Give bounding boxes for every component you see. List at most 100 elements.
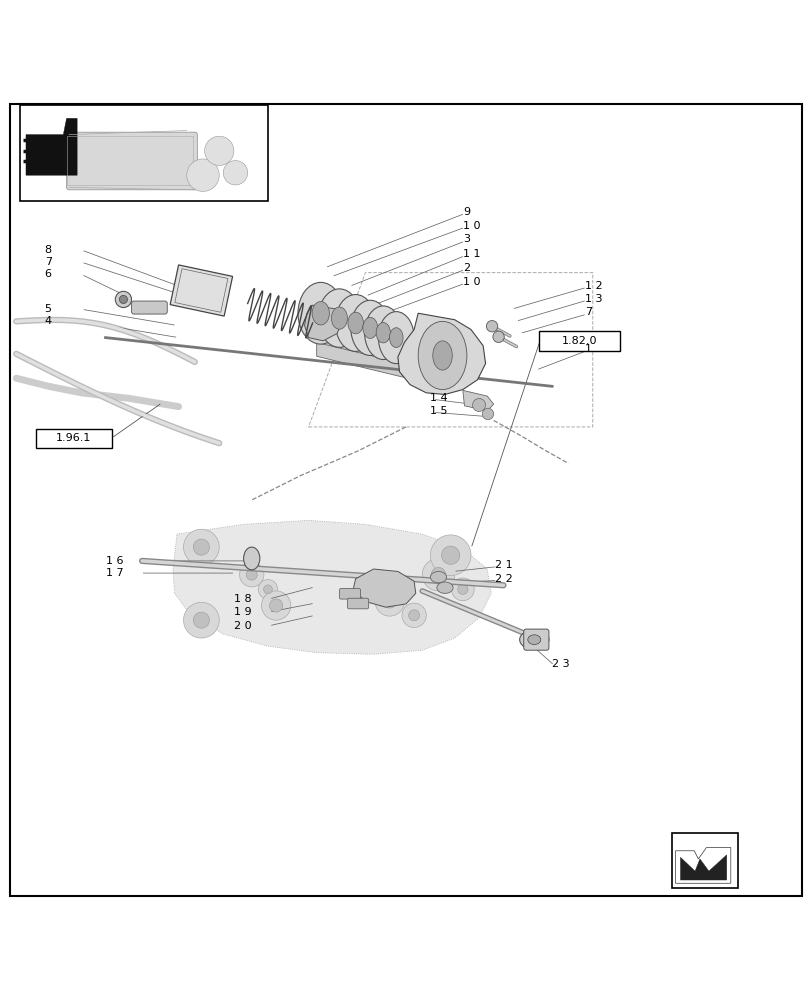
Ellipse shape <box>363 338 393 360</box>
Ellipse shape <box>527 635 540 645</box>
Ellipse shape <box>418 321 466 390</box>
Text: 1 0: 1 0 <box>462 221 480 231</box>
Ellipse shape <box>451 578 474 601</box>
Ellipse shape <box>422 558 454 591</box>
FancyBboxPatch shape <box>523 629 548 650</box>
Ellipse shape <box>431 567 445 582</box>
Text: 1 2: 1 2 <box>584 281 602 291</box>
Ellipse shape <box>383 595 396 608</box>
Ellipse shape <box>376 344 406 364</box>
Bar <box>671 833 737 888</box>
Polygon shape <box>173 520 491 654</box>
Text: 7: 7 <box>45 257 52 267</box>
Text: 1: 1 <box>584 344 591 354</box>
Text: 1 4: 1 4 <box>430 393 448 403</box>
Ellipse shape <box>457 584 467 594</box>
Text: 2 0: 2 0 <box>234 621 251 631</box>
Ellipse shape <box>269 599 282 612</box>
Ellipse shape <box>432 341 452 370</box>
Text: 1 9: 1 9 <box>234 607 251 617</box>
Ellipse shape <box>378 312 414 364</box>
Ellipse shape <box>375 323 390 343</box>
Polygon shape <box>316 342 418 380</box>
Ellipse shape <box>258 580 277 599</box>
Text: 8: 8 <box>45 245 52 255</box>
Text: 2: 2 <box>462 263 470 273</box>
Text: 2 3: 2 3 <box>551 659 569 669</box>
Ellipse shape <box>347 312 363 334</box>
Text: 1 5: 1 5 <box>430 406 448 416</box>
FancyBboxPatch shape <box>539 331 620 351</box>
Text: 1 1: 1 1 <box>462 249 480 259</box>
Ellipse shape <box>239 563 264 587</box>
Ellipse shape <box>246 569 257 580</box>
Ellipse shape <box>472 398 485 411</box>
Ellipse shape <box>193 539 209 555</box>
Ellipse shape <box>347 334 380 355</box>
Text: 1.96.1: 1.96.1 <box>56 433 92 443</box>
Ellipse shape <box>350 300 389 355</box>
Ellipse shape <box>519 630 548 649</box>
Text: 5: 5 <box>45 304 52 314</box>
Ellipse shape <box>261 591 290 620</box>
Ellipse shape <box>119 295 127 303</box>
Ellipse shape <box>436 582 453 593</box>
Ellipse shape <box>298 282 343 344</box>
Text: 1 6: 1 6 <box>105 556 123 566</box>
Polygon shape <box>304 305 342 341</box>
Ellipse shape <box>187 159 219 191</box>
Text: 3: 3 <box>462 234 470 244</box>
Ellipse shape <box>482 408 493 420</box>
Polygon shape <box>170 265 232 316</box>
FancyBboxPatch shape <box>36 429 112 448</box>
Ellipse shape <box>363 317 377 338</box>
Bar <box>67 136 193 185</box>
Ellipse shape <box>375 587 404 616</box>
Polygon shape <box>675 848 730 883</box>
Text: 1 3: 1 3 <box>584 294 602 304</box>
Text: 4: 4 <box>45 316 52 326</box>
Ellipse shape <box>335 295 375 351</box>
Ellipse shape <box>331 307 347 329</box>
Polygon shape <box>353 569 415 607</box>
Polygon shape <box>462 390 493 411</box>
Text: 1.82.0: 1.82.0 <box>561 336 597 346</box>
Ellipse shape <box>223 161 247 185</box>
Ellipse shape <box>183 602 219 638</box>
FancyBboxPatch shape <box>347 598 368 609</box>
Ellipse shape <box>311 302 329 325</box>
Polygon shape <box>26 118 77 175</box>
Ellipse shape <box>183 529 219 565</box>
Bar <box>20 105 268 201</box>
Ellipse shape <box>389 328 402 347</box>
Ellipse shape <box>204 136 234 165</box>
Polygon shape <box>397 313 485 394</box>
Ellipse shape <box>264 585 272 594</box>
Ellipse shape <box>115 291 131 308</box>
Ellipse shape <box>318 289 360 347</box>
Ellipse shape <box>408 610 419 621</box>
Text: 9: 9 <box>462 207 470 217</box>
Ellipse shape <box>430 571 446 583</box>
Text: 1 8: 1 8 <box>234 594 251 604</box>
Text: 6: 6 <box>45 269 52 279</box>
Ellipse shape <box>441 546 459 564</box>
Text: 1 7: 1 7 <box>105 568 123 578</box>
Ellipse shape <box>492 331 504 342</box>
FancyBboxPatch shape <box>339 589 360 599</box>
Text: 2 2: 2 2 <box>495 574 513 584</box>
Ellipse shape <box>330 328 364 351</box>
Ellipse shape <box>486 321 497 332</box>
Polygon shape <box>680 855 726 880</box>
FancyBboxPatch shape <box>67 132 197 190</box>
Ellipse shape <box>243 547 260 570</box>
Ellipse shape <box>193 612 209 628</box>
Text: 1 0: 1 0 <box>462 277 480 287</box>
Ellipse shape <box>430 535 470 576</box>
Ellipse shape <box>313 322 349 347</box>
Text: 7: 7 <box>584 307 591 317</box>
Ellipse shape <box>401 603 426 627</box>
Ellipse shape <box>364 306 401 360</box>
Text: 2 1: 2 1 <box>495 560 513 570</box>
FancyBboxPatch shape <box>131 301 167 314</box>
